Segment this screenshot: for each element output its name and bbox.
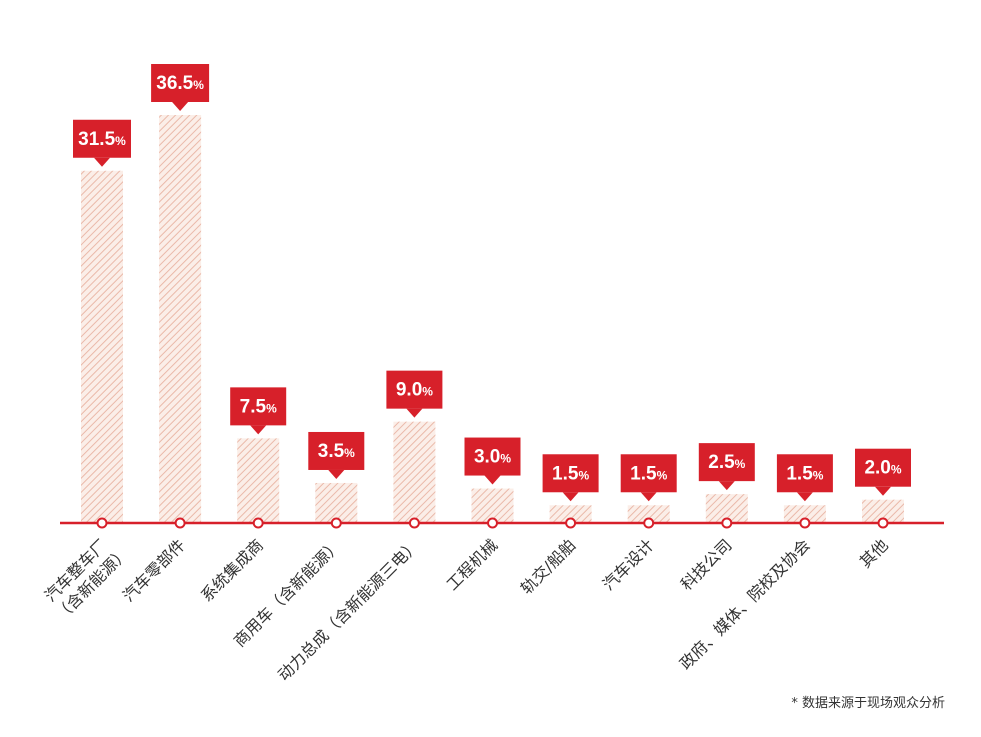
- value-callout-pointer: [640, 492, 657, 502]
- x-tick-label: 科技公司: [677, 535, 736, 594]
- axis-marker: [799, 517, 811, 529]
- value-callout-box: [151, 64, 210, 102]
- x-tick-label: 政府、媒体、院校及协会: [676, 535, 814, 673]
- data-label: 1.5%: [630, 463, 667, 484]
- axis-marker: [174, 517, 186, 529]
- x-tick-label: 轨交/船舶: [517, 535, 580, 598]
- value-callout: 36.5%: [151, 64, 210, 111]
- value-callout: 2.0%: [855, 448, 911, 496]
- data-label: 9.0%: [396, 380, 433, 401]
- axis-marker: [643, 517, 655, 529]
- x-tick-label: 汽车零部件: [119, 535, 189, 605]
- bar: [627, 505, 670, 522]
- value-callout: 3.0%: [464, 437, 521, 485]
- bar: [705, 494, 748, 522]
- axis-marker: [252, 517, 264, 529]
- bar: [315, 482, 358, 522]
- axis-marker: [487, 517, 498, 529]
- value-callout-box: [855, 448, 911, 487]
- value-callout: 1.5%: [542, 454, 599, 502]
- value-callout-box: [542, 454, 599, 493]
- value-labels-group: 31.5% 36.5% 7.5% 3.5% 9.0% 3.0% 1.5% 1.5% 2.5% 1.…: [73, 64, 911, 502]
- data-label: 1.5%: [786, 463, 823, 484]
- value-callout-pointer: [484, 475, 501, 485]
- axis-marker: [96, 517, 108, 529]
- bar: [81, 170, 123, 522]
- value-callout: 1.5%: [776, 454, 833, 502]
- bar: [549, 505, 592, 522]
- x-tick-label: 其他: [856, 535, 892, 571]
- value-callout-pointer: [718, 481, 735, 491]
- data-label: 1.5%: [552, 463, 589, 484]
- x-tick-label: 系统集成商: [197, 535, 267, 605]
- value-callout-box: [73, 119, 131, 158]
- bar: [393, 421, 436, 522]
- value-callout-box: [464, 437, 521, 476]
- bar: [862, 499, 904, 522]
- value-callout: 2.5%: [698, 443, 755, 491]
- value-callout-pointer: [172, 102, 189, 111]
- data-label: 31.5%: [78, 129, 126, 150]
- x-tick-label: 工程机械: [443, 535, 502, 594]
- data-label: 3.0%: [474, 447, 511, 468]
- footnote: * 数据来源于现场观众分析: [791, 696, 945, 711]
- bar: [237, 438, 280, 522]
- x-tick-label: 动力总成（含新能源三电）: [274, 535, 423, 684]
- value-callout-pointer: [406, 408, 423, 418]
- value-callout-box: [776, 454, 833, 493]
- value-callout: 3.5%: [308, 431, 365, 479]
- value-callout-box: [698, 443, 755, 482]
- data-label: 2.0%: [864, 458, 901, 479]
- value-callout: 31.5%: [73, 119, 131, 167]
- value-callout-pointer: [328, 469, 345, 479]
- value-callout: 1.5%: [620, 454, 677, 502]
- value-callout-box: [230, 387, 287, 426]
- x-tick-label: 汽车设计: [599, 535, 658, 594]
- value-callout-pointer: [94, 157, 110, 167]
- axis-marker: [330, 517, 342, 529]
- value-callout-pointer: [796, 492, 813, 502]
- data-label: 3.5%: [318, 441, 355, 462]
- value-callout: 7.5%: [230, 387, 287, 435]
- bar: [159, 115, 202, 522]
- bar: [471, 488, 514, 522]
- value-callout-pointer: [875, 486, 891, 496]
- axis-marker: [408, 517, 420, 529]
- bar: [783, 505, 826, 522]
- value-callout-pointer: [250, 425, 267, 435]
- value-callout-box: [620, 454, 677, 493]
- x-tick-label: 汽车整车厂（含新能源）: [37, 528, 133, 624]
- data-label: 36.5%: [156, 73, 204, 94]
- bars-group: [81, 115, 904, 522]
- axis-marker: [565, 517, 577, 529]
- axis-marker: [721, 517, 733, 529]
- category-labels-group: 汽车整车厂（含新能源）汽车零部件 系统集成商商用车（含新能源）动力总成（含新能源三…: [37, 528, 892, 684]
- value-callout: 9.0%: [386, 370, 443, 418]
- axis-marker: [877, 517, 889, 529]
- value-callout-pointer: [562, 492, 579, 502]
- value-callout-box: [386, 370, 443, 409]
- data-label: 7.5%: [240, 396, 277, 417]
- axis-markers-group: [96, 517, 889, 529]
- data-label: 2.5%: [708, 452, 745, 473]
- value-callout-box: [308, 431, 365, 470]
